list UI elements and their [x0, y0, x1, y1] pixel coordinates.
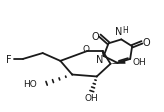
Polygon shape [111, 60, 125, 64]
Text: OH: OH [85, 94, 99, 102]
Text: O: O [82, 44, 89, 53]
Text: F: F [6, 54, 12, 64]
Text: N: N [115, 26, 122, 36]
Text: OH: OH [132, 58, 146, 67]
Text: O: O [142, 38, 150, 48]
Text: O: O [92, 31, 100, 41]
Text: N: N [96, 54, 103, 64]
Text: HO: HO [23, 79, 37, 88]
Text: H: H [122, 26, 128, 35]
